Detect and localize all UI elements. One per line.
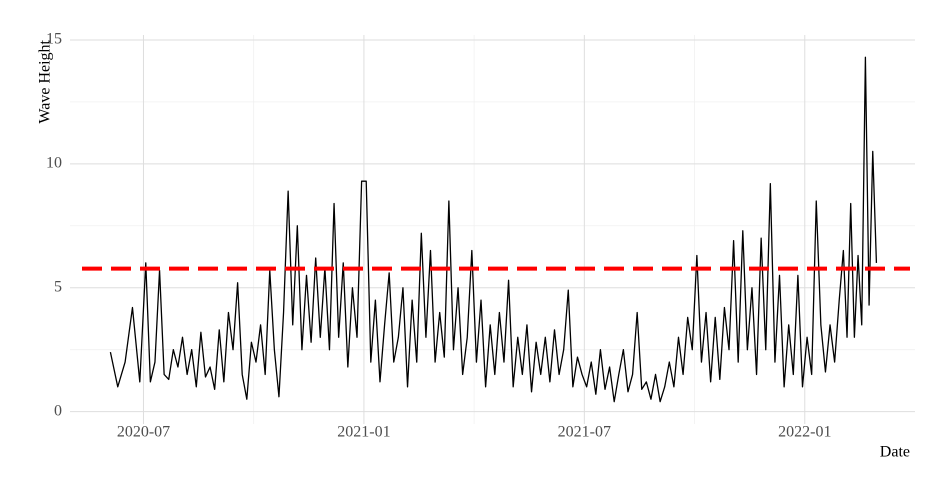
x-axis-title: Date xyxy=(880,444,910,461)
data-line xyxy=(109,56,878,403)
y-axis-title: Wave Height xyxy=(37,39,54,123)
x-tick-label: 2020-07 xyxy=(117,424,170,441)
y-tick-label: 15 xyxy=(46,31,62,48)
x-tick-label: 2021-01 xyxy=(337,424,390,441)
y-tick-label: 0 xyxy=(54,402,62,419)
x-tick-label: 2021-07 xyxy=(558,424,611,441)
y-tick-label: 10 xyxy=(46,155,62,172)
y-tick-label: 5 xyxy=(54,278,62,295)
x-tick-label: 2022-01 xyxy=(778,424,831,441)
